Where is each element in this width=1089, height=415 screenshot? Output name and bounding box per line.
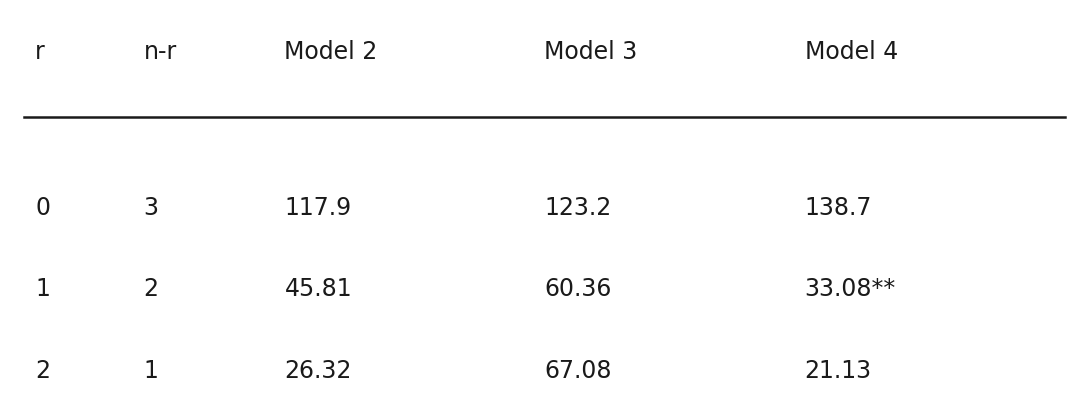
Text: Model 2: Model 2 (284, 40, 378, 64)
Text: 45.81: 45.81 (284, 277, 352, 301)
Text: 3: 3 (144, 195, 159, 220)
Text: 60.36: 60.36 (544, 277, 612, 301)
Text: 123.2: 123.2 (544, 195, 612, 220)
Text: 21.13: 21.13 (805, 359, 871, 383)
Text: r: r (35, 40, 45, 64)
Text: 1: 1 (35, 277, 50, 301)
Text: 67.08: 67.08 (544, 359, 612, 383)
Text: 2: 2 (144, 277, 159, 301)
Text: Model 3: Model 3 (544, 40, 638, 64)
Text: 0: 0 (35, 195, 50, 220)
Text: n-r: n-r (144, 40, 176, 64)
Text: 33.08**: 33.08** (805, 277, 896, 301)
Text: 117.9: 117.9 (284, 195, 352, 220)
Text: 138.7: 138.7 (805, 195, 872, 220)
Text: 1: 1 (144, 359, 159, 383)
Text: 26.32: 26.32 (284, 359, 352, 383)
Text: Model 4: Model 4 (805, 40, 897, 64)
Text: 2: 2 (35, 359, 50, 383)
